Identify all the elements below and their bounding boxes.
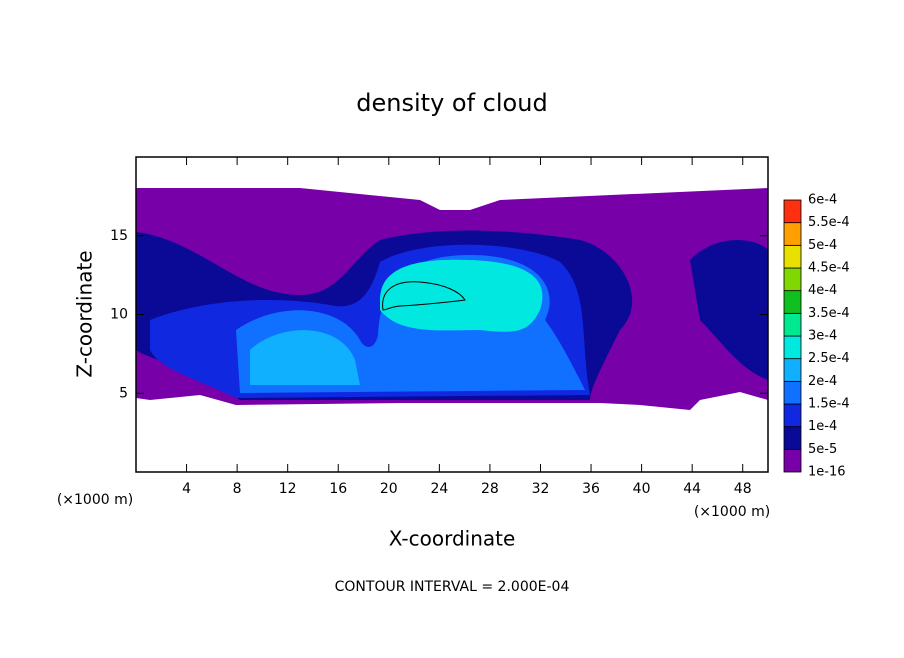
colorbar-band	[783, 426, 802, 450]
colorbar-band	[783, 448, 802, 473]
x-unit-label: (×1000 m)	[694, 504, 770, 520]
y-tick-label: 5	[119, 385, 128, 401]
field-region	[690, 240, 768, 380]
colorbar-label: 1.5e-4	[808, 397, 850, 412]
x-tick-label: 44	[683, 481, 701, 497]
colorbar-band	[783, 380, 802, 405]
x-axis-label: X-coordinate	[389, 527, 516, 551]
colorbar-label: 6e-4	[808, 193, 837, 208]
chart-title: density of cloud	[356, 89, 547, 117]
x-tick-label: 24	[430, 481, 448, 497]
colorbar-band	[783, 312, 802, 337]
y-axis-label: Z-coordinate	[73, 250, 97, 377]
x-tick-label: 8	[233, 481, 242, 497]
field-region	[250, 330, 360, 385]
colorbar-label: 5.5e-4	[808, 215, 850, 230]
x-tick-label: 4	[182, 481, 191, 497]
colorbar-label: 1e-4	[808, 419, 837, 434]
y-tick-label: 15	[110, 228, 128, 244]
colorbar-label: 3.5e-4	[808, 306, 850, 321]
colorbar-label: 1e-16	[808, 465, 846, 480]
colorbar-band	[783, 244, 802, 269]
x-tick-label: 48	[734, 481, 752, 497]
colorbar-band	[783, 403, 802, 428]
colorbar-label: 4.5e-4	[808, 261, 850, 276]
y-tick-label: 10	[110, 307, 128, 323]
colorbar-band	[783, 199, 802, 224]
colorbar-band	[783, 358, 802, 382]
x-tick-label: 16	[329, 481, 347, 497]
colorbar-label: 2.5e-4	[808, 351, 850, 366]
colorbar-label: 5e-5	[808, 442, 837, 457]
colorbar-label: 2e-4	[808, 374, 837, 389]
x-tick-label: 36	[582, 481, 600, 497]
colorbar-label: 3e-4	[808, 329, 837, 344]
colorbar-band	[783, 267, 802, 292]
x-tick-label: 32	[532, 481, 550, 497]
x-tick-label: 12	[279, 481, 297, 497]
colorbar-label: 4e-4	[808, 283, 837, 298]
x-tick-label: 28	[481, 481, 499, 497]
colorbar-band	[783, 290, 802, 314]
x-tick-label: 20	[380, 481, 398, 497]
x-unit-label: (×1000 m)	[57, 492, 133, 508]
x-tick-label: 40	[633, 481, 651, 497]
field	[136, 188, 768, 410]
contour-line	[382, 281, 466, 311]
colorbar-band	[783, 335, 802, 360]
colorbar-label: 5e-4	[808, 238, 837, 253]
colorbar-band	[783, 222, 802, 246]
annotation: CONTOUR INTERVAL = 2.000E-04	[335, 579, 570, 595]
